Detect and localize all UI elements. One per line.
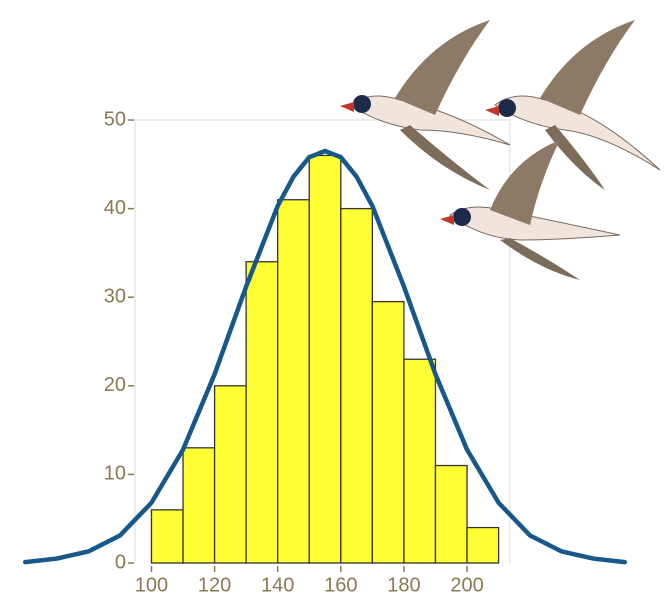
y-tick-label: 50 — [104, 108, 126, 130]
x-tick-label: 160 — [324, 574, 357, 596]
y-tick-label: 20 — [104, 374, 126, 396]
bar — [151, 510, 183, 563]
y-tick-label: 0 — [115, 551, 126, 573]
y-tick-label: 30 — [104, 285, 126, 307]
swallow — [485, 20, 660, 190]
x-tick-label: 140 — [261, 574, 294, 596]
bar — [341, 209, 373, 563]
bar — [467, 528, 499, 563]
swallow — [340, 20, 510, 190]
bar — [435, 466, 467, 563]
bar — [246, 262, 278, 563]
chart: 0 10 20 30 40 50 100 120 140 160 180 200 — [0, 0, 669, 606]
x-tick-label: 100 — [135, 574, 168, 596]
x-tick-label: 200 — [450, 574, 483, 596]
y-tick-label: 10 — [104, 463, 126, 485]
bar — [183, 448, 215, 563]
x-tick-label: 180 — [387, 574, 420, 596]
x-tick-label: 120 — [198, 574, 231, 596]
bar — [309, 155, 341, 563]
y-tick-label: 40 — [104, 197, 126, 219]
bar — [215, 386, 247, 563]
swallow — [440, 140, 620, 280]
bar — [278, 200, 310, 563]
bar — [372, 302, 404, 563]
bar — [404, 359, 436, 563]
